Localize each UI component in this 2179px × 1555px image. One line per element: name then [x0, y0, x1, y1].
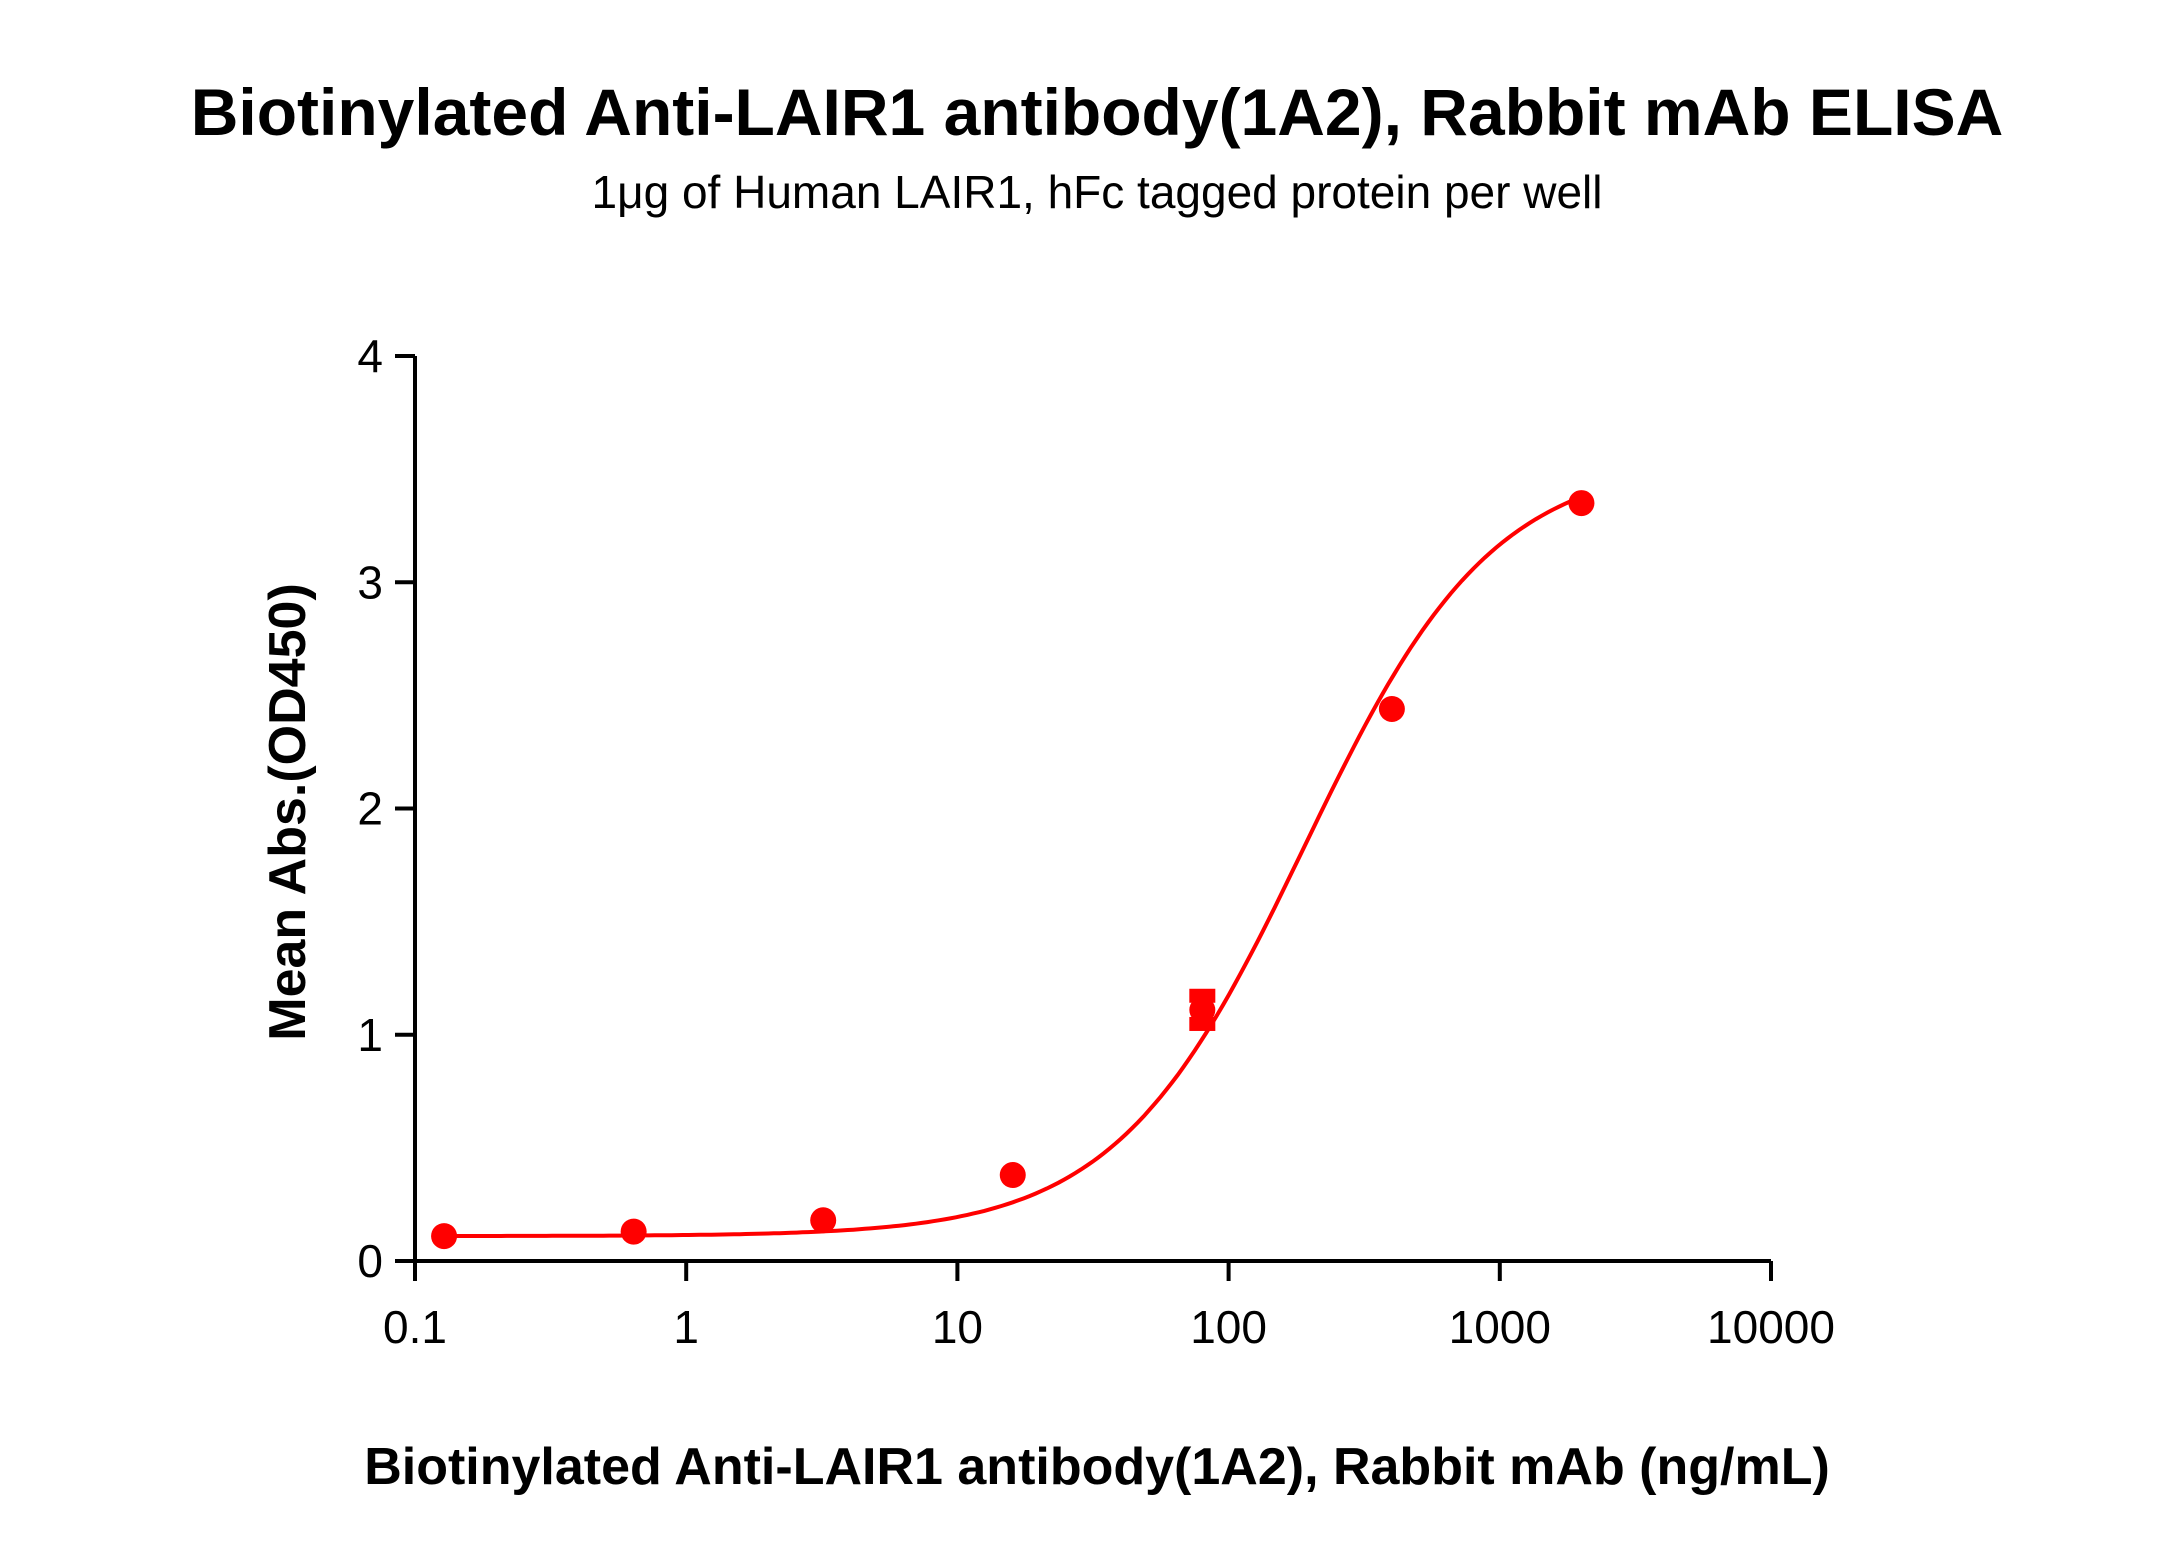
y-tick-label: 0	[357, 1235, 383, 1287]
y-tick-label: 2	[357, 783, 383, 835]
x-tick-label: 100	[1190, 1301, 1267, 1353]
x-tick-label: 0.1	[383, 1301, 447, 1353]
data-point	[1189, 996, 1216, 1023]
data-point	[620, 1218, 647, 1245]
data-point	[810, 1207, 837, 1234]
x-axis-label: Biotinylated Anti-LAIR1 antibody(1A2), R…	[364, 1438, 1830, 1496]
chart-subtitle: 1μg of Human LAIR1, hFc tagged protein p…	[592, 166, 1603, 218]
y-tick-label: 1	[357, 1009, 383, 1061]
axes: 0.1 1 10 100 1000 10000 0 1 2 3 4	[357, 330, 1835, 1353]
fit-curve	[444, 494, 1583, 1238]
x-tick-label: 1	[673, 1301, 699, 1353]
data-point	[999, 1162, 1026, 1189]
y-axis-label: Mean Abs.(OD450)	[259, 583, 317, 1041]
x-tick-label: 1000	[1449, 1301, 1551, 1353]
data-point	[1378, 695, 1405, 722]
data-point	[1568, 490, 1595, 517]
x-tick-label: 10000	[1707, 1301, 1835, 1353]
chart-title: Biotinylated Anti-LAIR1 antibody(1A2), R…	[191, 75, 2004, 149]
data-point	[431, 1223, 458, 1250]
data-points	[431, 490, 1595, 1250]
y-tick-label: 4	[357, 330, 383, 382]
x-tick-label: 10	[932, 1301, 983, 1353]
y-tick-label: 3	[357, 556, 383, 608]
fit-curve-group	[444, 494, 1583, 1238]
